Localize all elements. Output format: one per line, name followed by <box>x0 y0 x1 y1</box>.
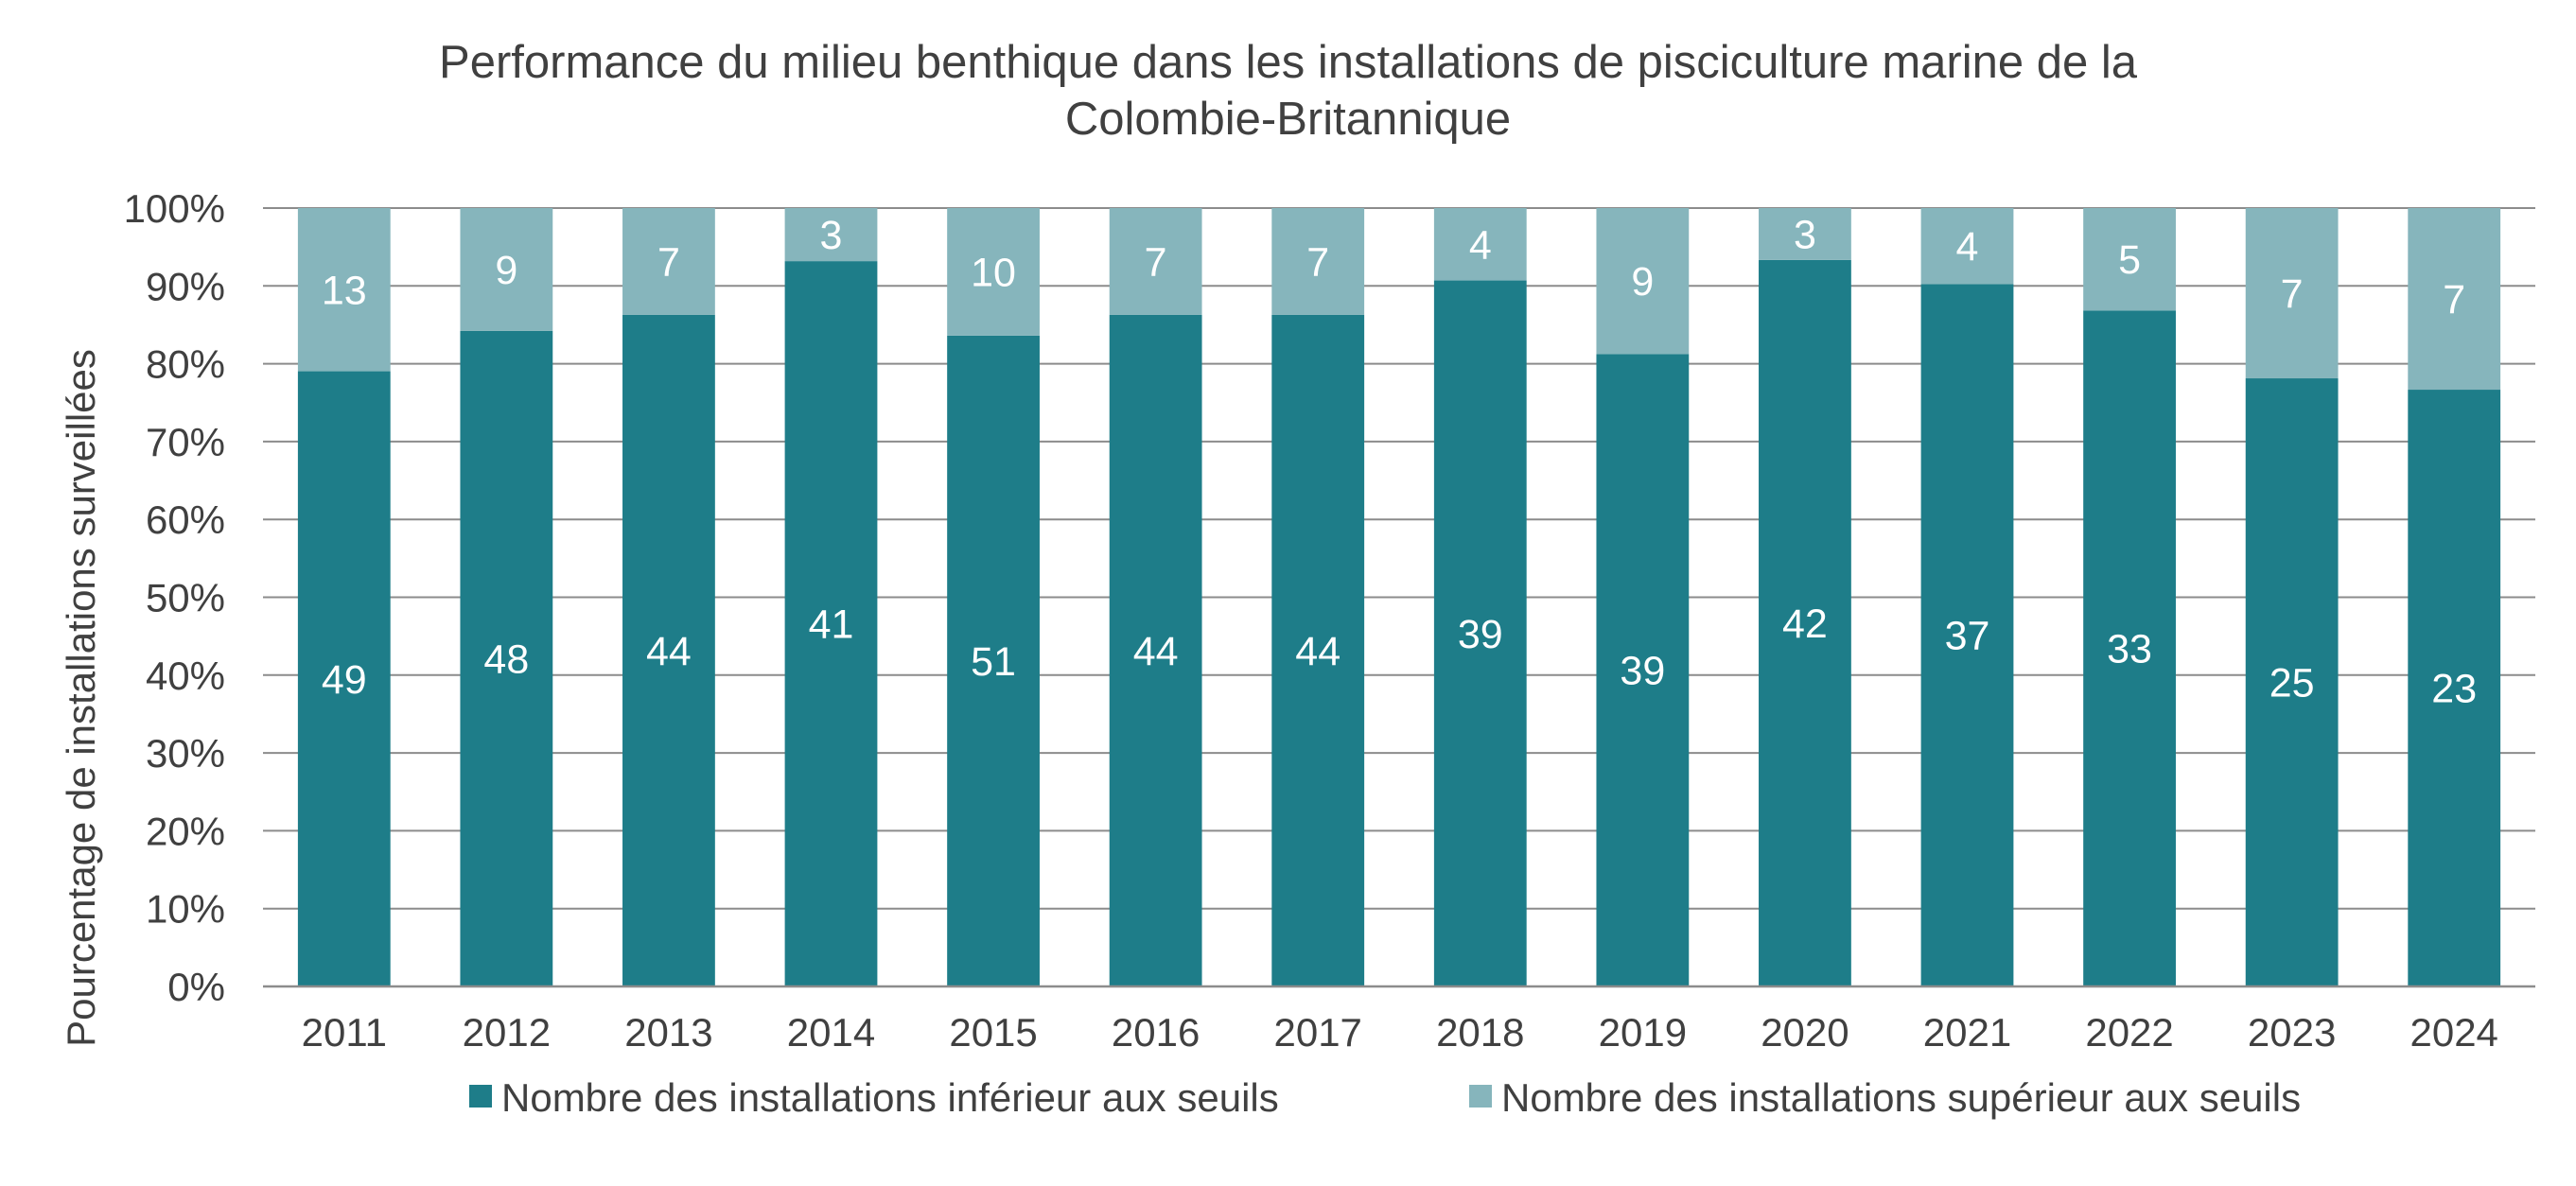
data-label-below-2020: 42 <box>1782 602 1828 647</box>
y-tick-label: 60% <box>146 497 225 542</box>
data-label-below-2013: 44 <box>646 629 692 674</box>
y-tick-label: 40% <box>146 654 225 698</box>
legend-swatch-below <box>469 1085 492 1108</box>
data-label-below-2021: 37 <box>1945 614 1990 659</box>
data-label-above-2017: 7 <box>1306 239 1329 285</box>
bars <box>297 208 2501 987</box>
bar-below-2011 <box>297 371 391 986</box>
bar-above-2022 <box>2083 208 2176 311</box>
y-tick-label: 70% <box>146 420 225 464</box>
y-tick-label: 10% <box>146 887 225 932</box>
data-label-above-2024: 7 <box>2443 277 2465 323</box>
bar-below-2023 <box>2245 378 2339 986</box>
data-label-above-2020: 3 <box>1794 212 1816 257</box>
x-tick-label: 2024 <box>2410 1010 2497 1055</box>
bar-above-2019 <box>1596 208 1690 355</box>
bar-below-2014 <box>784 261 878 986</box>
bar-above-2021 <box>1920 208 2014 285</box>
data-label-below-2015: 51 <box>971 639 1016 685</box>
data-label-above-2021: 4 <box>1956 224 1979 270</box>
y-tick-label: 50% <box>146 576 225 620</box>
x-tick-label: 2019 <box>1599 1010 1687 1055</box>
x-tick-label: 2022 <box>2085 1010 2173 1055</box>
bar-below-2017 <box>1271 314 1365 986</box>
data-label-above-2022: 5 <box>2118 237 2141 283</box>
y-tick-label: 20% <box>146 809 225 853</box>
x-tick-label: 2013 <box>624 1010 712 1055</box>
chart-title-line-2: Colombie-Britannique <box>1064 94 1512 145</box>
bar-above-2023 <box>2245 208 2339 379</box>
data-label-below-2023: 25 <box>2269 661 2315 706</box>
bar-below-2016 <box>1109 314 1202 986</box>
bar-above-2011 <box>297 208 391 372</box>
bar-above-2014 <box>784 208 878 262</box>
x-tick-label: 2023 <box>2248 1010 2336 1055</box>
data-label-above-2012: 9 <box>495 248 517 293</box>
bar-below-2021 <box>1920 284 2014 986</box>
data-label-below-2017: 44 <box>1295 629 1341 674</box>
bar-below-2019 <box>1596 354 1690 986</box>
data-label-below-2024: 23 <box>2431 667 2477 712</box>
legend-swatch-above <box>1469 1085 1492 1108</box>
x-tick-label: 2015 <box>949 1010 1037 1055</box>
bar-above-2016 <box>1109 208 1202 315</box>
data-label-below-2016: 44 <box>1133 629 1179 674</box>
data-label-below-2022: 33 <box>2107 627 2152 672</box>
data-label-below-2011: 49 <box>322 657 367 703</box>
x-tick-label: 2016 <box>1112 1010 1200 1055</box>
x-tick-label: 2012 <box>463 1010 551 1055</box>
data-label-above-2013: 7 <box>657 239 680 285</box>
axes: 0% 10% 20% 30% 40% 50% 60% 70% 80% 90% 100% 2011 201… <box>124 186 2535 1055</box>
data-label-above-2016: 7 <box>1145 239 1167 285</box>
data-label-above-2015: 10 <box>971 250 1016 295</box>
y-tick-label: 30% <box>146 731 225 776</box>
bar-above-2018 <box>1433 208 1527 281</box>
data-label-above-2014: 3 <box>820 213 843 258</box>
legend: Nombre des installations inférieur aux s… <box>469 1075 2301 1120</box>
x-tick-label: 2021 <box>1923 1010 2011 1055</box>
x-tick-label: 2017 <box>1273 1010 1361 1055</box>
bar-above-2017 <box>1271 208 1365 315</box>
bar-above-2012 <box>460 208 553 331</box>
data-label-above-2023: 7 <box>2281 271 2304 317</box>
data-label-below-2012: 48 <box>483 637 529 682</box>
data-label-above-2019: 9 <box>1631 259 1654 305</box>
bar-above-2020 <box>1759 208 1851 260</box>
y-tick-label: 0% <box>167 965 225 1009</box>
bar-below-2018 <box>1433 280 1527 987</box>
data-label-below-2014: 41 <box>809 602 854 648</box>
data-label-above-2018: 4 <box>1469 222 1492 268</box>
bar-above-2015 <box>947 208 1040 336</box>
data-label-above-2011: 13 <box>322 268 367 313</box>
bar-below-2022 <box>2083 310 2176 987</box>
chart-title: Performance du milieu benthique dans les… <box>0 34 2576 148</box>
data-label-below-2018: 39 <box>1458 612 1503 657</box>
x-tick-label: 2018 <box>1436 1010 1524 1055</box>
chart-title-line-1: Performance du milieu benthique dans les… <box>439 37 2137 88</box>
gridlines <box>263 207 2535 910</box>
bar-below-2015 <box>947 335 1040 986</box>
y-tick-label: 80% <box>146 342 225 387</box>
x-tick-label: 2020 <box>1761 1010 1849 1055</box>
data-label-below-2019: 39 <box>1620 649 1665 694</box>
bar-above-2013 <box>622 208 715 315</box>
bar-below-2013 <box>622 314 715 986</box>
y-axis-title: Pourcentage de installations surveillées <box>59 349 103 1047</box>
bar-below-2012 <box>460 330 553 986</box>
legend-label-above: Nombre des installations supérieur aux s… <box>1501 1075 2301 1120</box>
x-tick-label: 2014 <box>787 1010 875 1055</box>
bar-labels: 49 13 48 9 44 7 41 3 51 10 44 7 44 7 39 4 39 9 42 3 37 4 33 5 25… <box>322 212 2477 711</box>
legend-label-below: Nombre des installations inférieur aux s… <box>501 1075 1279 1120</box>
bar-below-2020 <box>1759 259 1851 986</box>
x-tick-label: 2011 <box>302 1010 387 1055</box>
y-tick-label: 90% <box>146 264 225 308</box>
bar-below-2024 <box>2408 390 2501 986</box>
y-tick-label: 100% <box>124 186 225 231</box>
bar-above-2024 <box>2408 208 2501 391</box>
